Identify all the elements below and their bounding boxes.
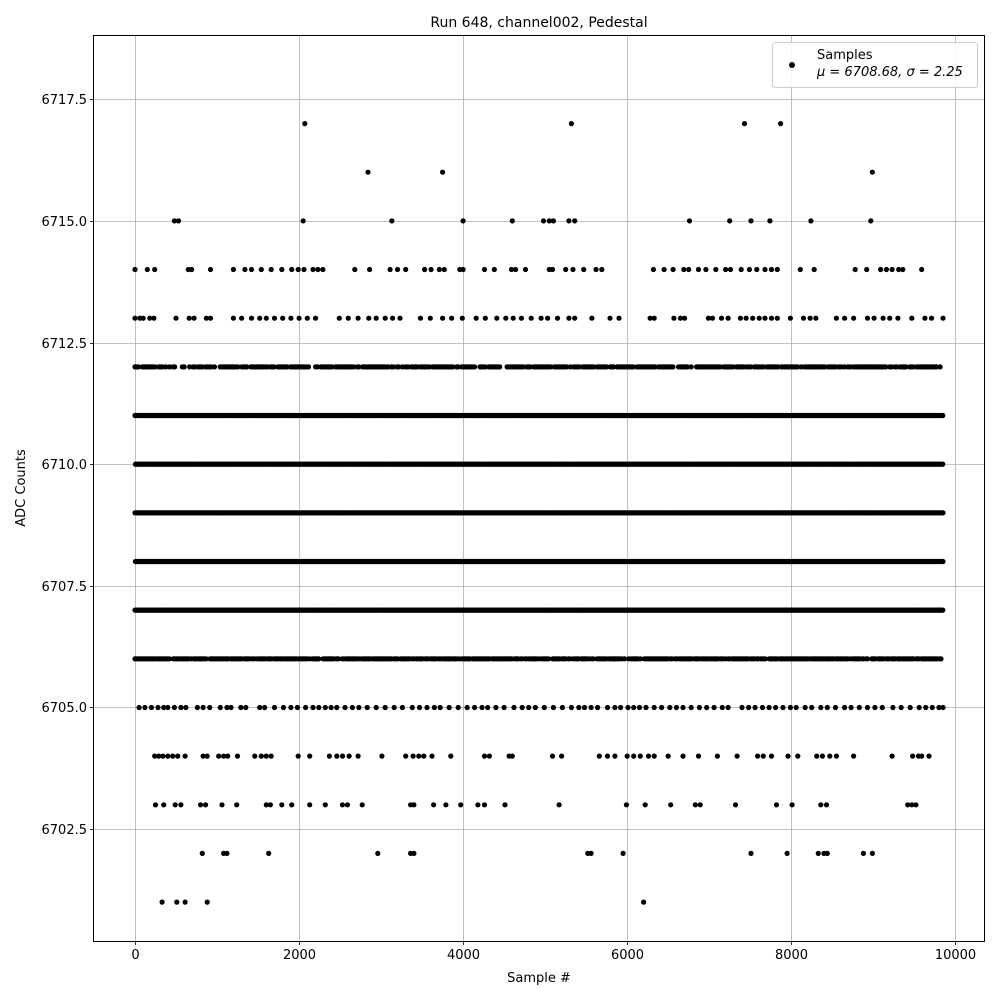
- scatter-points: [132, 121, 946, 905]
- data-point: [336, 656, 342, 662]
- data-point: [622, 656, 628, 662]
- data-point: [864, 656, 871, 662]
- data-point: [940, 607, 946, 613]
- data-point: [203, 656, 209, 662]
- data-point: [546, 656, 552, 662]
- data-point: [316, 656, 322, 662]
- data-point: [940, 558, 946, 565]
- data-point: [938, 656, 944, 662]
- data-point: [762, 656, 769, 662]
- data-point: [940, 461, 946, 467]
- data-point: [638, 656, 644, 662]
- data-point: [166, 656, 172, 662]
- data-point: [590, 656, 596, 662]
- chart-title: Run 648, channel002, Pedestal: [430, 15, 647, 31]
- data-point: [940, 510, 946, 516]
